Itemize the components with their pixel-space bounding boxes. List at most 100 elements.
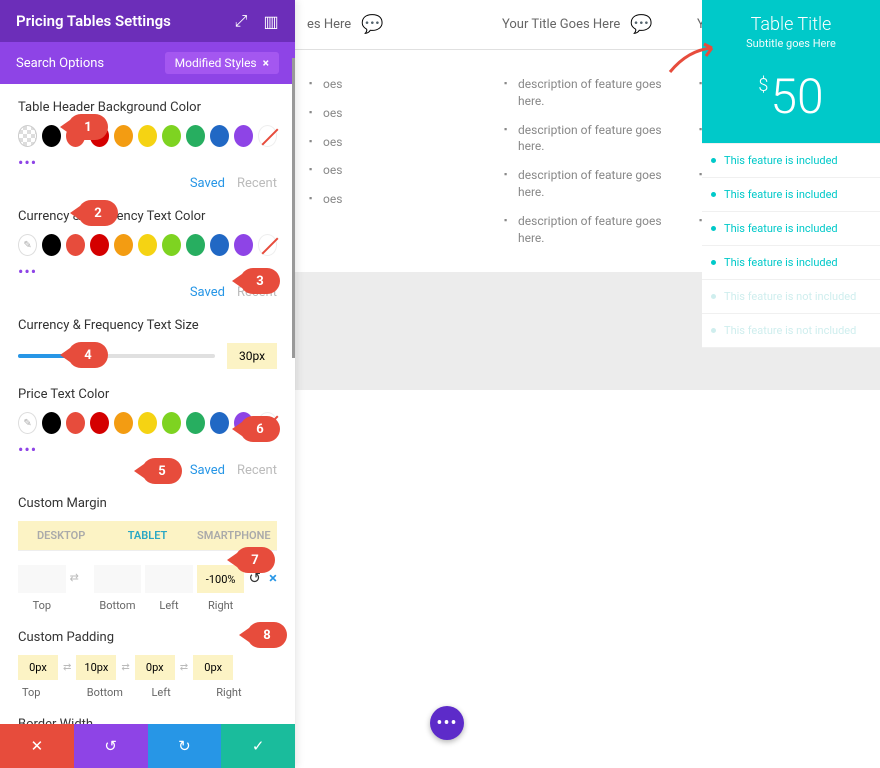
chat-icon: 💬	[361, 14, 383, 35]
annotation-badge: 6	[240, 416, 280, 442]
annotation-badge: 7	[235, 547, 275, 573]
color-swatch[interactable]	[138, 412, 157, 434]
no-color-swatch[interactable]	[258, 125, 277, 147]
redo-button[interactable]: ↻	[148, 724, 222, 768]
recent-tab[interactable]: Recent	[237, 463, 277, 478]
color-swatch[interactable]	[90, 412, 109, 434]
margin-left-input[interactable]	[145, 565, 193, 593]
saved-tab[interactable]: Saved	[190, 176, 225, 191]
picker-swatch[interactable]: ✎	[18, 234, 37, 256]
separator	[292, 58, 295, 358]
title-text: Your Title Goes Here	[502, 17, 620, 32]
price: $50	[702, 60, 880, 143]
picker-swatch[interactable]: ✎	[18, 412, 37, 434]
device-tab[interactable]: DESKTOP	[18, 521, 104, 550]
expand-icon[interactable]: ⤢	[233, 13, 249, 29]
title-text: es Here	[307, 17, 351, 32]
feature-col: oesoesoesoesoes	[295, 70, 490, 252]
bg-color-swatches	[18, 125, 277, 147]
color-swatch[interactable]	[42, 125, 61, 147]
saved-tab[interactable]: Saved	[190, 285, 225, 300]
feature-col: description of feature goes here.descrip…	[490, 70, 685, 252]
color-swatch[interactable]	[66, 234, 85, 256]
margin-inputs: Top ⇄ Bottom Left Right ↺×	[18, 565, 277, 612]
cancel-button[interactable]: ✕	[0, 724, 74, 768]
color-swatch[interactable]	[66, 412, 85, 434]
color-swatch[interactable]	[42, 234, 61, 256]
margin-right-input[interactable]	[197, 565, 245, 593]
color-swatch[interactable]	[42, 412, 61, 434]
search-options[interactable]: Search Options	[16, 56, 104, 71]
pad-top-input[interactable]	[18, 655, 58, 680]
more-icon[interactable]: •••	[18, 153, 277, 172]
pricing-card: Table Title Subtitle goes Here $50 This …	[702, 0, 880, 348]
feature-item: description of feature goes here.	[504, 116, 671, 162]
settings-panel: Pricing Tables Settings ⤢ ▥ Search Optio…	[0, 0, 295, 768]
color-swatch[interactable]	[186, 412, 205, 434]
color-swatch[interactable]	[162, 234, 181, 256]
no-color-swatch[interactable]	[258, 234, 277, 256]
border-label: Border Width	[18, 717, 277, 724]
annotation-badge: 8	[247, 622, 287, 648]
section-bg-color: Table Header Background Color ••• Saved R…	[18, 100, 277, 191]
color-swatch[interactable]	[114, 125, 133, 147]
undo-button[interactable]: ↺	[74, 724, 148, 768]
color-swatch[interactable]	[210, 234, 229, 256]
pricing-feature: This feature is not included	[702, 314, 880, 348]
annotation-badge: 2	[78, 200, 118, 226]
more-icon[interactable]: •••	[18, 440, 277, 459]
feature-item: description of feature goes here.	[504, 70, 671, 116]
color-swatch[interactable]	[186, 125, 205, 147]
margin-label: Custom Margin	[18, 496, 277, 511]
recent-tab[interactable]: Recent	[237, 176, 277, 191]
feature-item: oes	[309, 70, 476, 99]
color-swatch[interactable]	[162, 412, 181, 434]
device-tab[interactable]: SMARTPHONE	[191, 521, 277, 550]
color-swatch[interactable]	[234, 125, 253, 147]
freq-size-slider[interactable]	[18, 354, 215, 358]
link-icon[interactable]: ⇄	[118, 662, 132, 673]
color-swatch[interactable]	[162, 125, 181, 147]
color-swatch[interactable]	[234, 234, 253, 256]
badge-close-icon[interactable]: ×	[263, 56, 269, 70]
confirm-button[interactable]: ✓	[221, 724, 295, 768]
freq-size-input[interactable]	[227, 343, 277, 369]
pricing-feature: This feature is included	[702, 144, 880, 178]
pad-bottom-input[interactable]	[76, 655, 116, 680]
device-tab[interactable]: TABLET	[104, 521, 190, 550]
pricing-feature: This feature is included	[702, 246, 880, 280]
transparent-swatch[interactable]	[18, 125, 37, 147]
bg-color-label: Table Header Background Color	[18, 100, 277, 115]
pad-right-input[interactable]	[193, 655, 233, 680]
color-swatch[interactable]	[210, 412, 229, 434]
feature-item: oes	[309, 185, 476, 214]
color-swatch[interactable]	[90, 234, 109, 256]
annotation-badge: 1	[68, 114, 108, 140]
color-swatch[interactable]	[114, 234, 133, 256]
feature-item: oes	[309, 99, 476, 128]
fab-button[interactable]: •••	[430, 706, 464, 740]
annotation-badge: 4	[68, 342, 108, 368]
margin-bottom-input[interactable]	[94, 565, 142, 593]
color-swatch[interactable]	[138, 125, 157, 147]
pricing-title: Table Title	[710, 14, 872, 35]
color-swatch[interactable]	[114, 412, 133, 434]
color-swatch[interactable]	[210, 125, 229, 147]
feature-item: description of feature goes here.	[504, 161, 671, 207]
saved-tab[interactable]: Saved	[190, 463, 225, 478]
pad-left-input[interactable]	[135, 655, 175, 680]
color-swatch[interactable]	[138, 234, 157, 256]
color-swatch[interactable]	[186, 234, 205, 256]
link-icon[interactable]: ⇄	[177, 662, 191, 673]
grid-icon[interactable]: ▥	[263, 13, 279, 29]
margin-top-input[interactable]	[18, 565, 66, 593]
header-icons: ⤢ ▥	[233, 13, 279, 29]
link-icon[interactable]: ⇄	[60, 662, 74, 673]
freq-size-label: Currency & Frequency Text Size	[18, 318, 277, 333]
section-freq-size: Currency & Frequency Text Size	[18, 318, 277, 369]
close-icon[interactable]: ×	[269, 569, 277, 587]
feature-item: oes	[309, 128, 476, 157]
modified-styles-badge[interactable]: Modified Styles×	[165, 52, 279, 74]
panel-footer: ✕ ↺ ↻ ✓	[0, 724, 295, 768]
link-icon[interactable]: ⇄	[70, 565, 90, 584]
